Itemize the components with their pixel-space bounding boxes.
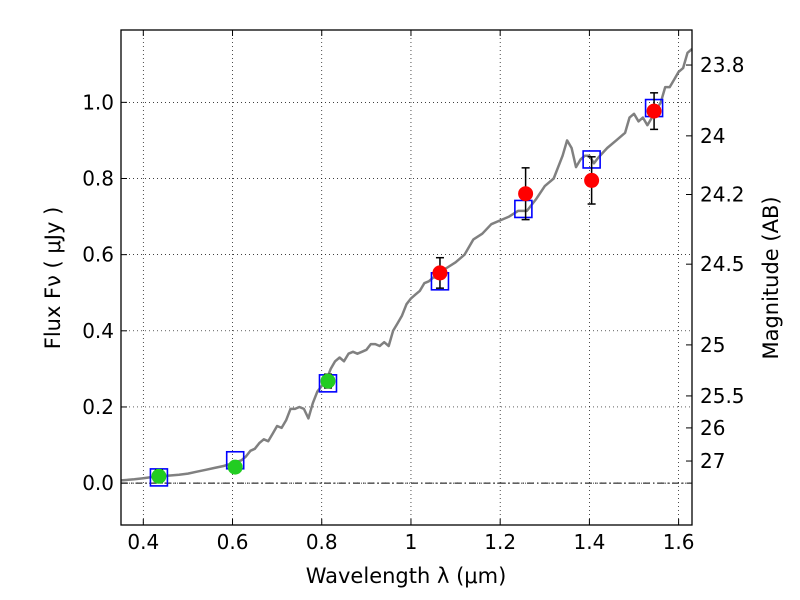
photometry-point xyxy=(646,103,662,119)
plot-frame xyxy=(120,29,693,526)
y-tick-label: 0.0 xyxy=(82,471,114,495)
y-tick-label: 0.2 xyxy=(82,395,114,419)
y-axis-label: Flux Fν ( μJy ) xyxy=(41,207,65,350)
y-axis-right: 23.8 24 24.2 24.5 25 25.5 26 27 xyxy=(686,53,745,473)
x-tick-label: 1.4 xyxy=(573,530,605,554)
x-tick-label: 1 xyxy=(405,530,418,554)
photometry-point xyxy=(518,186,534,202)
x-tick-label: 0.4 xyxy=(127,530,159,554)
magnitude-tick-label: 23.8 xyxy=(700,53,745,77)
x-tick-label: 1.2 xyxy=(484,530,516,554)
photometry-point xyxy=(432,265,448,281)
x-axis: 0.4 0.6 0.8 1 1.2 1.4 1.6 xyxy=(127,30,695,554)
x-tick-label: 0.6 xyxy=(217,530,249,554)
y-axis-left: 0.0 0.2 0.4 0.6 0.8 1.0 xyxy=(82,90,127,495)
spectrum-line xyxy=(120,48,693,482)
x-tick-label: 1.6 xyxy=(663,530,695,554)
magnitude-tick-label: 26 xyxy=(700,416,725,440)
magnitude-tick-label: 25.5 xyxy=(700,384,745,408)
x-tick-label: 0.8 xyxy=(306,530,338,554)
magnitude-tick-label: 27 xyxy=(700,449,725,473)
photometry-point xyxy=(151,468,167,484)
photometry-point xyxy=(227,459,243,475)
magnitude-tick-label: 24 xyxy=(700,124,725,148)
magnitude-tick-label: 24.5 xyxy=(700,252,745,276)
y-tick-label: 1.0 xyxy=(82,90,114,114)
x-axis-label: Wavelength λ (μm) xyxy=(306,564,507,588)
magnitude-tick-label: 24.2 xyxy=(700,182,745,206)
y-tick-label: 0.6 xyxy=(82,243,114,267)
y-axis-right-label: Magnitude (AB) xyxy=(759,196,783,359)
magnitude-tick-label: 25 xyxy=(700,333,725,357)
y-tick-label: 0.8 xyxy=(82,167,114,191)
photometry-point xyxy=(320,373,336,389)
y-tick-label: 0.4 xyxy=(82,319,114,343)
photometry-point xyxy=(584,172,600,188)
grid xyxy=(121,30,692,525)
plot-area xyxy=(120,48,693,487)
